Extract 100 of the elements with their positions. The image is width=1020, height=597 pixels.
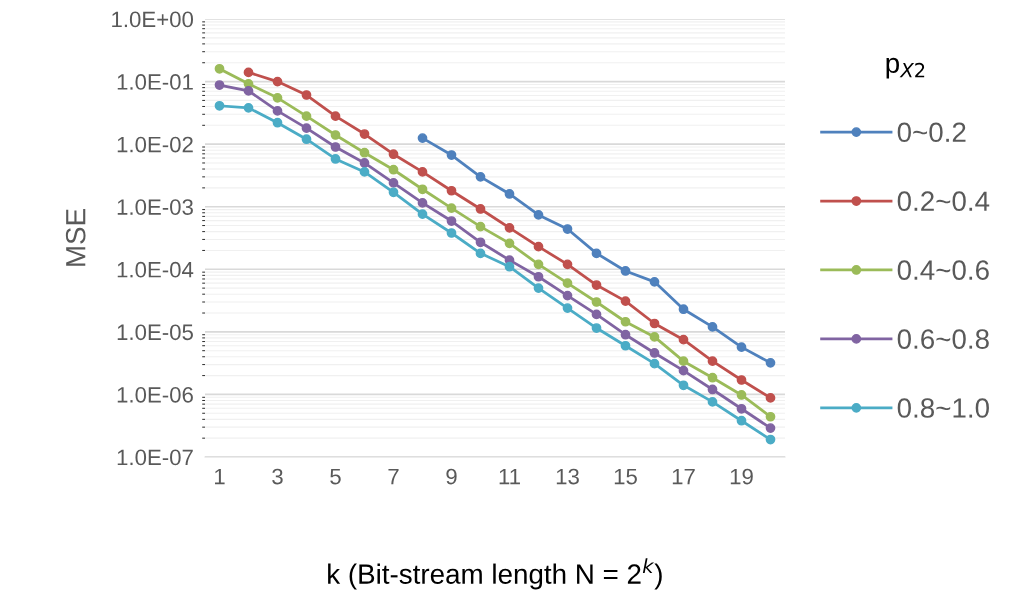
point	[736, 390, 747, 400]
point	[678, 304, 689, 315]
point	[678, 334, 689, 345]
point	[649, 318, 660, 329]
point	[301, 123, 312, 134]
point	[707, 322, 718, 332]
point	[359, 158, 370, 168]
point	[388, 164, 399, 175]
point	[417, 209, 428, 220]
point	[533, 271, 544, 282]
point	[475, 248, 486, 259]
y-tick-label: 1.0E+00	[112, 11, 194, 28]
point	[765, 423, 776, 433]
point	[214, 80, 225, 90]
point	[562, 224, 573, 234]
point	[620, 316, 631, 327]
point	[562, 278, 573, 289]
legend-label: 0.8~1.0	[897, 398, 989, 418]
point	[736, 403, 747, 414]
x-tick-label: 17	[672, 468, 695, 485]
x-tick-label: 9	[446, 468, 457, 485]
point	[446, 150, 457, 160]
point	[678, 356, 689, 367]
point	[736, 415, 747, 426]
point	[591, 248, 602, 259]
point	[707, 356, 718, 367]
point	[533, 210, 544, 220]
point	[765, 357, 776, 368]
x-tick-label: 5	[330, 468, 341, 485]
x-tick-label: 13	[556, 468, 579, 485]
point	[591, 323, 602, 333]
point	[330, 130, 341, 140]
point	[591, 297, 602, 307]
point	[301, 134, 312, 145]
point	[243, 103, 254, 113]
point	[591, 280, 602, 290]
y-tick-label: 1.0E-06	[117, 386, 193, 403]
point	[591, 309, 602, 320]
point	[417, 198, 428, 208]
point	[765, 434, 776, 445]
point	[678, 365, 689, 376]
point	[301, 111, 312, 122]
point	[504, 222, 515, 233]
point	[475, 237, 486, 248]
y-tick-label: 1.0E-05	[117, 324, 193, 341]
point	[649, 358, 660, 369]
point	[272, 117, 283, 128]
point	[359, 147, 370, 158]
x-tick-label: 3	[272, 468, 283, 485]
x-tick-label: 7	[388, 468, 399, 485]
x-tick-label: 1	[215, 468, 225, 485]
legend-label: 0~0.2	[897, 122, 966, 143]
y-tick-label: 1.0E-02	[117, 136, 193, 153]
point	[330, 111, 341, 122]
point	[707, 384, 718, 395]
legend-label: 0.6~0.8	[897, 329, 989, 349]
point	[388, 187, 399, 198]
point	[446, 203, 457, 213]
y-tick-label: 1.0E-07	[117, 449, 193, 466]
y-tick-label: 1.0E-01	[117, 74, 193, 90]
point	[359, 129, 370, 139]
point	[243, 86, 254, 96]
point	[446, 185, 457, 196]
point	[301, 90, 312, 100]
point	[330, 142, 341, 152]
point	[533, 283, 544, 293]
point	[446, 228, 457, 238]
point	[736, 375, 747, 385]
point	[736, 342, 747, 352]
point	[678, 380, 689, 391]
point	[504, 261, 515, 272]
point	[533, 259, 544, 270]
y-axis-title: MSE	[65, 209, 86, 266]
point	[475, 204, 486, 214]
point	[475, 171, 486, 182]
point	[533, 241, 544, 252]
point	[504, 189, 515, 199]
point	[765, 393, 776, 403]
point	[330, 154, 341, 164]
point	[620, 296, 631, 306]
point	[272, 106, 283, 116]
legend-label: 0.4~0.6	[897, 260, 989, 280]
point	[359, 167, 370, 177]
point	[562, 290, 573, 301]
x-tick-label: 19	[730, 468, 753, 485]
y-tick-label: 1.0E-04	[117, 261, 194, 278]
point	[620, 340, 631, 351]
point	[272, 76, 283, 87]
point	[620, 329, 631, 340]
x-tick-label: 11	[499, 468, 520, 485]
point	[388, 149, 399, 160]
point	[475, 221, 486, 232]
point	[446, 216, 457, 226]
point	[272, 92, 283, 103]
point	[707, 372, 718, 383]
point	[649, 276, 660, 287]
point	[504, 238, 515, 249]
point	[214, 63, 225, 74]
legend-label: 0.2~0.4	[897, 191, 990, 212]
point	[620, 266, 631, 276]
